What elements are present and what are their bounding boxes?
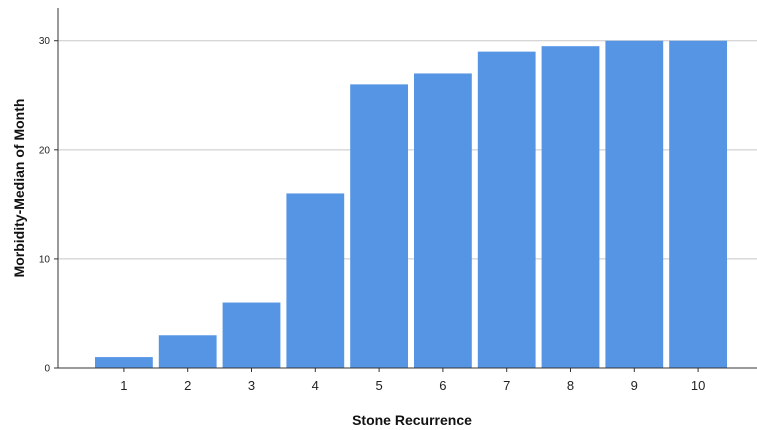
y-axis-title: Morbidity-Median of Month [11, 99, 27, 278]
x-tick-label: 9 [631, 378, 638, 393]
bar [350, 84, 408, 368]
x-tick-label: 10 [691, 378, 705, 393]
bar [222, 302, 281, 368]
x-tick-label: 2 [184, 378, 191, 393]
x-tick-label: 5 [375, 378, 382, 393]
bars [95, 40, 727, 369]
y-axis-ticks: 0 10 20 30 [39, 36, 58, 375]
bar [669, 40, 727, 369]
bar [541, 46, 600, 368]
x-tick-label: 3 [248, 378, 255, 393]
bar [477, 51, 536, 369]
x-tick-label: 7 [503, 378, 510, 393]
y-tick-label: 0 [44, 364, 50, 375]
bar [158, 335, 217, 368]
bar [414, 73, 472, 369]
x-axis-ticks: 1 2 3 4 5 6 7 8 9 10 [120, 368, 705, 393]
x-tick-label: 1 [120, 378, 127, 393]
bar [286, 193, 345, 368]
y-tick-label: 20 [39, 145, 51, 156]
x-axis-title: Stone Recurrence [352, 412, 472, 428]
y-tick-label: 30 [39, 36, 51, 47]
x-tick-label: 6 [439, 378, 446, 393]
x-tick-label: 4 [312, 378, 319, 393]
y-tick-label: 10 [39, 254, 51, 265]
bar [95, 357, 153, 368]
x-tick-label: 8 [567, 378, 574, 393]
bar [605, 40, 664, 369]
